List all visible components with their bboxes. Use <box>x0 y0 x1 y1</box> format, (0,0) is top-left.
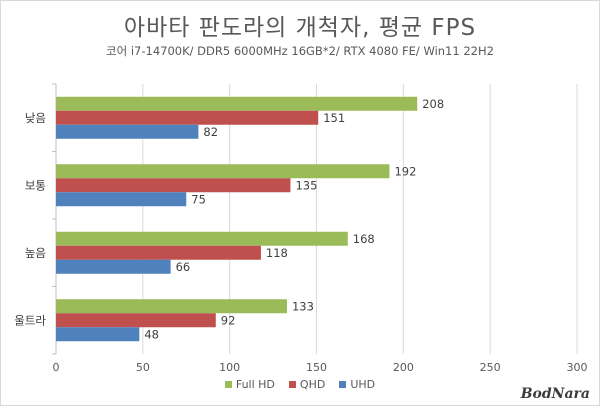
data-label-uhd-2: 75 <box>191 192 206 206</box>
y-tick-label-4: 울트라 <box>14 313 46 327</box>
legend-item-full-hd: Full HD <box>224 378 275 391</box>
legend-label: QHD <box>299 378 326 391</box>
x-tick-label-0: 0 <box>53 361 60 374</box>
bar-full-hd-1 <box>56 96 418 111</box>
chart-subtitle: 코어 i7-14700K/ DDR5 6000MHz 16GB*2/ RTX 4… <box>106 44 494 58</box>
bar-qhd-4 <box>56 313 216 328</box>
x-tick-label-200: 200 <box>393 361 414 374</box>
bar-uhd-2 <box>56 192 187 207</box>
data-label-full-hd-1: 208 <box>422 97 444 111</box>
y-tick-label-1: 낮음 <box>25 111 46 125</box>
data-label-full-hd-4: 133 <box>292 299 314 313</box>
data-label-qhd-2: 135 <box>295 178 317 192</box>
data-label-uhd-4: 48 <box>144 327 159 341</box>
x-tick-label-250: 250 <box>480 361 501 374</box>
chart-title: 아바타 판도라의 개척자, 평균 FPS <box>123 15 477 41</box>
bar-uhd-1 <box>56 124 199 139</box>
x-tick-label-100: 100 <box>219 361 240 374</box>
data-label-qhd-4: 92 <box>221 313 236 327</box>
data-label-full-hd-2: 192 <box>394 164 416 178</box>
legend-item-qhd: QHD <box>288 378 326 391</box>
bar-full-hd-2 <box>56 164 390 179</box>
y-tick-label-3: 높음 <box>25 246 46 260</box>
y-tick-label-2: 보통 <box>25 178 46 192</box>
bar-qhd-1 <box>56 110 319 125</box>
legend-label: Full HD <box>235 378 275 391</box>
data-label-uhd-3: 66 <box>176 260 191 274</box>
x-tick-label-300: 300 <box>567 361 588 374</box>
bar-qhd-2 <box>56 178 291 193</box>
bar-full-hd-4 <box>56 299 287 314</box>
data-label-uhd-1: 82 <box>203 125 218 139</box>
data-label-qhd-3: 118 <box>266 246 288 260</box>
legend-swatch <box>288 381 296 388</box>
bar-full-hd-3 <box>56 231 348 246</box>
legend-swatch <box>224 381 232 388</box>
watermark-logo: BodNara <box>520 386 590 402</box>
legend-item-uhd: UHD <box>339 378 375 391</box>
legend-label: UHD <box>350 378 376 391</box>
legend: Full HD QHD UHD <box>0 378 600 391</box>
data-label-qhd-1: 151 <box>323 111 345 125</box>
bar-qhd-3 <box>56 245 261 260</box>
x-tick-label-50: 50 <box>136 361 150 374</box>
legend-swatch <box>339 381 347 388</box>
x-tick-label-150: 150 <box>306 361 327 374</box>
bar-uhd-4 <box>56 327 140 342</box>
bar-uhd-3 <box>56 259 171 274</box>
data-label-full-hd-3: 168 <box>353 232 375 246</box>
